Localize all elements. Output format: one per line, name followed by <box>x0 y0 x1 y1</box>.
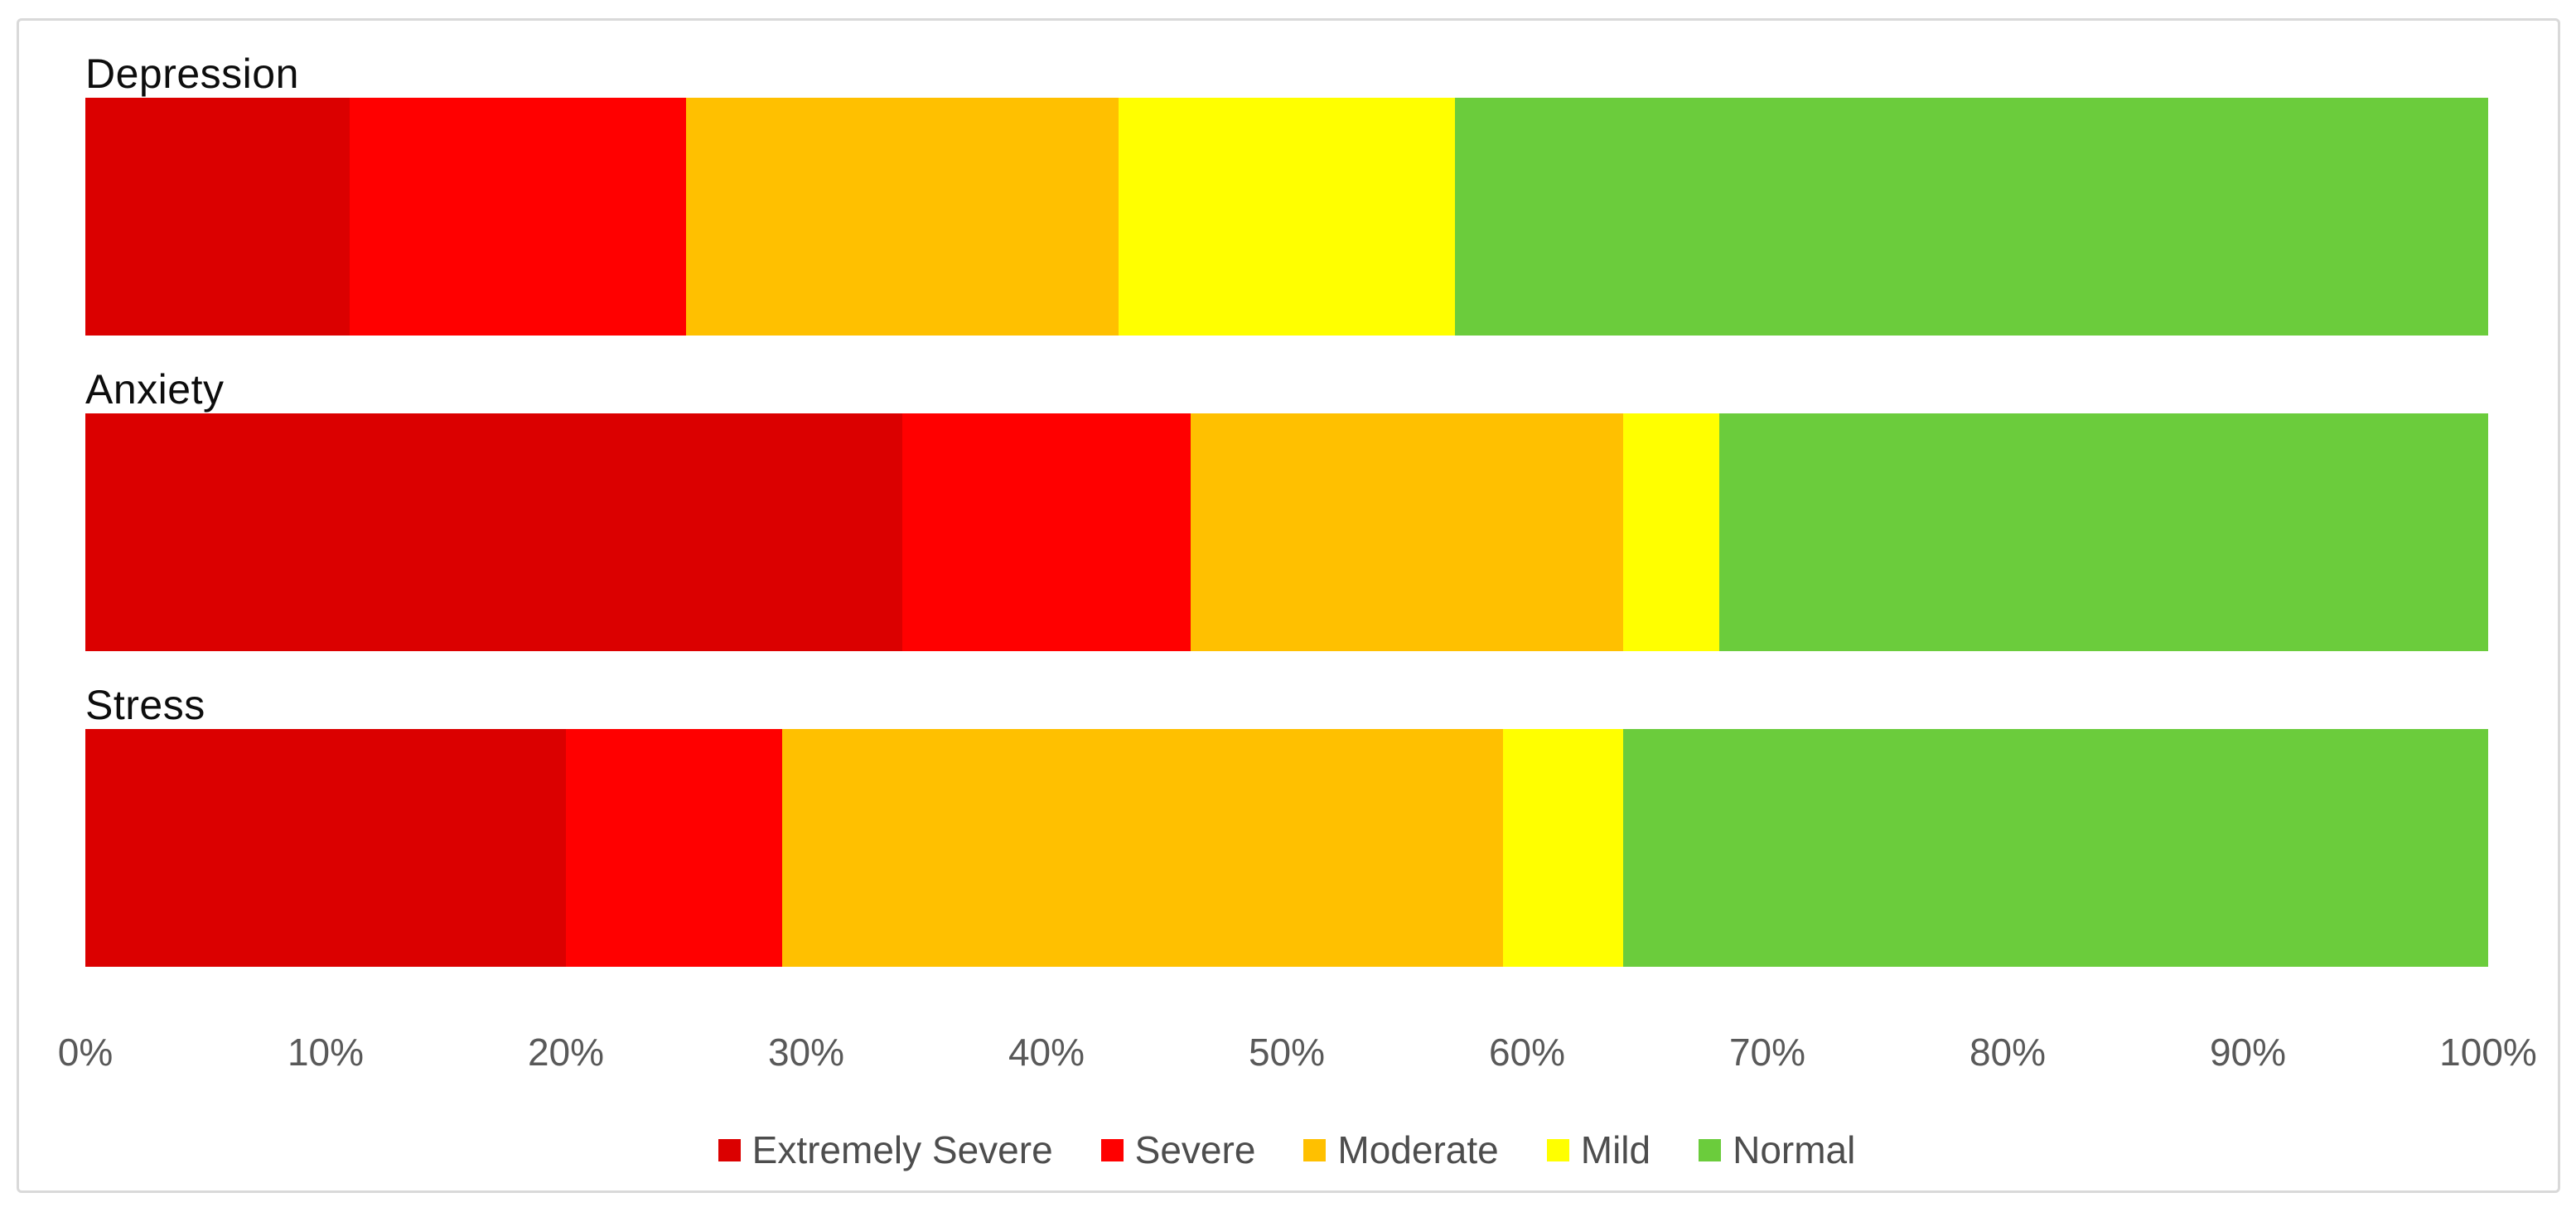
legend-label: Severe <box>1134 1128 1256 1171</box>
legend-swatch-icon <box>1100 1138 1124 1161</box>
bar-segment <box>1455 98 2488 336</box>
x-axis-tick-label: 60% <box>1488 1031 1566 1074</box>
x-axis-tick-label: 40% <box>1008 1031 1085 1074</box>
category-label: Stress <box>85 682 205 728</box>
bar-row: Anxiety <box>85 360 2488 651</box>
x-axis-tick-label: 70% <box>1728 1031 1806 1074</box>
x-axis-tick-label: 100% <box>2439 1031 2537 1074</box>
bar-segment <box>1503 729 1623 967</box>
legend-label: Normal <box>1733 1128 1856 1171</box>
x-axis-tick-label: 50% <box>1248 1031 1326 1074</box>
legend-item: Extremely Severe <box>718 1127 1053 1172</box>
legend: Extremely Severe Severe Moderate Mild Normal <box>85 1127 2488 1172</box>
plot-area: Depression Anxiety Stress <box>85 45 2488 967</box>
legend-swatch-icon <box>1546 1138 1569 1161</box>
bar-row: Stress <box>85 676 2488 967</box>
category-label: Anxiety <box>85 366 225 413</box>
legend-item: Normal <box>1699 1127 1855 1172</box>
bar-segment <box>782 729 1503 967</box>
category-label: Depression <box>85 51 299 97</box>
stacked-bar <box>85 729 2488 967</box>
x-axis-tick-label: 10% <box>287 1031 365 1074</box>
legend-swatch-icon <box>1699 1138 1722 1161</box>
legend-item: Moderate <box>1303 1127 1499 1172</box>
bar-segment <box>1119 98 1455 336</box>
bar-segment <box>1191 413 1623 651</box>
bar-segment <box>1719 413 2488 651</box>
bar-segment <box>1623 413 1719 651</box>
legend-item: Mild <box>1546 1127 1651 1172</box>
bar-segment <box>566 729 782 967</box>
x-axis-tick-label: 80% <box>1969 1031 2047 1074</box>
bar-segment <box>902 413 1191 651</box>
x-axis: 0% 10% 20% 30% 40% 50% 60% 70% 80% 90% 100% <box>58 1030 2537 1076</box>
legend-label: Mild <box>1580 1128 1651 1171</box>
legend-swatch-icon <box>718 1138 741 1161</box>
legend-label: Moderate <box>1337 1128 1499 1171</box>
x-axis-tick-label: 90% <box>2209 1031 2287 1074</box>
x-axis-tick-label: 20% <box>527 1031 605 1074</box>
bar-segment <box>85 729 566 967</box>
legend-swatch-icon <box>1303 1138 1327 1161</box>
chart-frame: Depression Anxiety Stress 0% 10% 20% 30% 40% 50… <box>17 18 2560 1193</box>
x-axis-tick-label: 0% <box>57 1031 114 1074</box>
bar-segment <box>350 98 686 336</box>
bar-rows: Depression Anxiety Stress <box>85 45 2488 967</box>
stacked-bar <box>85 413 2488 651</box>
bar-segment <box>85 98 350 336</box>
stacked-bar <box>85 98 2488 336</box>
legend-item: Severe <box>1100 1127 1256 1172</box>
bar-row: Depression <box>85 45 2488 336</box>
legend-label: Extremely Severe <box>752 1128 1053 1171</box>
bar-segment <box>1623 729 2488 967</box>
x-axis-tick-label: 30% <box>767 1031 845 1074</box>
bar-segment <box>85 413 902 651</box>
bar-segment <box>686 98 1119 336</box>
